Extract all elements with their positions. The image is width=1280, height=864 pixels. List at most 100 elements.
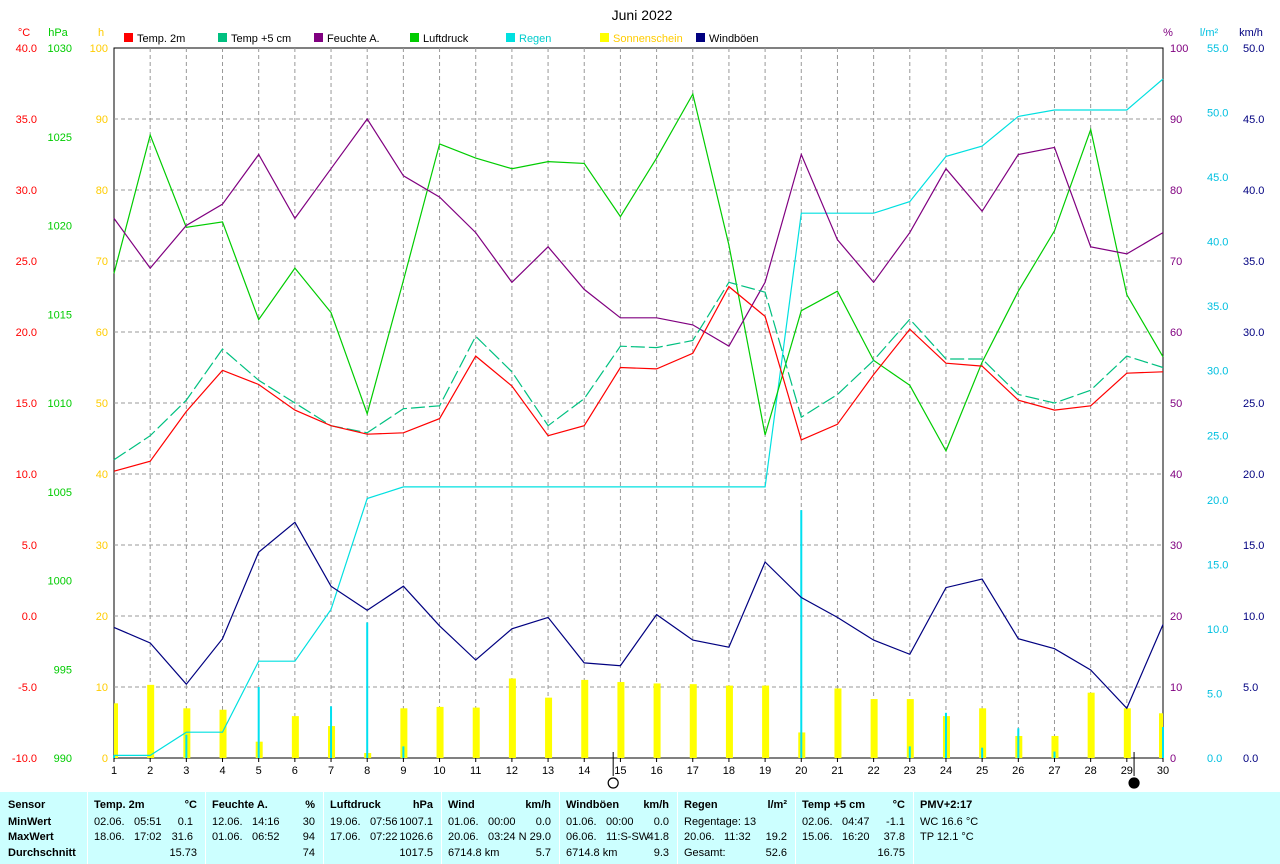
legend-swatch bbox=[600, 33, 609, 42]
rain-max-date: 20.06. bbox=[684, 831, 715, 843]
pressure-max-val: 1026.6 bbox=[399, 831, 433, 843]
pressure-max-date: 17.06. bbox=[330, 831, 361, 843]
rain-daily-bar bbox=[1162, 727, 1164, 758]
gusts-line bbox=[113, 521, 1164, 710]
temp2m-title: Temp. 2m bbox=[94, 799, 145, 811]
humidity-min-date: 12.06. bbox=[212, 816, 243, 828]
rain-tick-label: 30.0 bbox=[1207, 366, 1228, 378]
sunshine-bar bbox=[291, 716, 299, 758]
x-tick-label: 25 bbox=[976, 765, 988, 777]
pressure-unit: hPa bbox=[48, 27, 68, 39]
pressure-tick-label: 990 bbox=[54, 753, 72, 765]
x-tick-label: 4 bbox=[219, 765, 225, 777]
humidity-tick-label: 80 bbox=[1170, 185, 1182, 197]
wind-min-date: 01.06. bbox=[448, 816, 479, 828]
humidity-max-time: 06:52 bbox=[252, 831, 280, 843]
legend-label: Temp +5 cm bbox=[231, 33, 291, 45]
sunshine-bar bbox=[545, 697, 553, 758]
x-tick-label: 1 bbox=[111, 765, 117, 777]
legend-label: Windböen bbox=[709, 33, 759, 45]
x-tick-label: 28 bbox=[1085, 765, 1097, 777]
temp-tick-label: 40.0 bbox=[16, 43, 37, 55]
wind-max-date: 20.06. bbox=[448, 831, 479, 843]
chart-title: Juni 2022 bbox=[612, 7, 673, 23]
wind-avg: 5.7 bbox=[535, 847, 551, 859]
x-tick-label: 24 bbox=[940, 765, 952, 777]
wind-max-time: 03:24 bbox=[488, 831, 516, 843]
sunshine-tick-label: 80 bbox=[96, 185, 108, 197]
rain-unit: l/m² bbox=[1200, 27, 1219, 39]
rain-cumulative-line bbox=[114, 78, 1164, 757]
wind-tick-label: 5.0 bbox=[1243, 682, 1258, 694]
pressure-tick-label: 1010 bbox=[48, 398, 72, 410]
temp5-unit: °C bbox=[892, 799, 905, 811]
sunshine-bar bbox=[689, 684, 697, 758]
humidity-min-val: 30 bbox=[302, 816, 315, 828]
humidity-min-time: 14:16 bbox=[252, 816, 280, 828]
wind-tick-label: 15.0 bbox=[1243, 540, 1264, 552]
sunshine-bar bbox=[1087, 692, 1095, 758]
humidity-tick-label: 10 bbox=[1170, 682, 1182, 694]
gusts-max-val: 41.8 bbox=[647, 831, 669, 843]
temp-tick-label: 30.0 bbox=[16, 185, 37, 197]
rain-daily-bar bbox=[908, 746, 911, 758]
humidity-tick-label: 70 bbox=[1170, 256, 1182, 268]
summary-col-humidity: Feuchte A. % 12.06. 14:16 30 01.06. 06:5… bbox=[206, 792, 324, 864]
temp2m-max-time: 17:02 bbox=[134, 831, 162, 843]
rain-total-label: Gesamt: bbox=[684, 847, 726, 859]
sunshine-tick-label: 50 bbox=[96, 398, 108, 410]
humidity-tick-label: 90 bbox=[1170, 114, 1182, 126]
sunshine-tick-label: 90 bbox=[96, 114, 108, 126]
wind-tick-label: 40.0 bbox=[1243, 185, 1264, 197]
sunshine-tick-label: 40 bbox=[96, 469, 108, 481]
sunshine-bar bbox=[114, 703, 118, 758]
rain-unit: l/m² bbox=[767, 799, 787, 811]
pressure-tick-label: 1015 bbox=[48, 309, 72, 321]
x-tick-label: 12 bbox=[506, 765, 518, 777]
temp-tick-label: -10.0 bbox=[12, 753, 37, 765]
humidity-max-val: 94 bbox=[302, 831, 315, 843]
sunshine-tick-label: 10 bbox=[96, 682, 108, 694]
temp2m-max-date: 18.06. bbox=[94, 831, 125, 843]
row-label-min: MinWert bbox=[8, 816, 52, 828]
sunshine-bar bbox=[1123, 708, 1131, 758]
rain-daily-bars bbox=[113, 510, 1164, 758]
temp-tick-label: 10.0 bbox=[16, 469, 37, 481]
summary-col-pmv: PMV+2:17 WC 16.6 °C TP 12.1 °C bbox=[914, 792, 1280, 864]
legend-label: Sonnenschein bbox=[613, 33, 683, 45]
temp-unit: °C bbox=[18, 27, 30, 39]
x-tick-label: 22 bbox=[867, 765, 879, 777]
row-label-avg: Durchschnitt bbox=[8, 847, 76, 859]
series-lines bbox=[113, 78, 1164, 757]
legend-swatch bbox=[124, 33, 133, 42]
sunshine-bar bbox=[1051, 735, 1059, 758]
temp5-max-time: 16:20 bbox=[842, 831, 870, 843]
pressure-tick-label: 1000 bbox=[48, 576, 72, 588]
pmv-title: PMV+2:17 bbox=[920, 799, 973, 811]
temp5-max-val: 37.8 bbox=[883, 831, 905, 843]
temp-tick-label: 25.0 bbox=[16, 256, 37, 268]
legend-swatch bbox=[410, 33, 419, 42]
temp5-title: Temp +5 cm bbox=[802, 799, 866, 811]
pressure-tick-label: 1030 bbox=[48, 43, 72, 55]
x-tick-label: 19 bbox=[759, 765, 771, 777]
pressure-tick-label: 1005 bbox=[48, 487, 72, 499]
legend-label: Regen bbox=[519, 33, 551, 45]
gusts-title: Windböen bbox=[566, 799, 620, 811]
x-tick-label: 27 bbox=[1048, 765, 1060, 777]
x-tick-label: 5 bbox=[256, 765, 262, 777]
rain-daily-bar bbox=[1017, 728, 1020, 758]
wind-tick-label: 20.0 bbox=[1243, 469, 1264, 481]
x-tick-label: 23 bbox=[904, 765, 916, 777]
summary-col-pressure: Luftdruck hPa 19.06. 07:56 1007.1 17.06.… bbox=[324, 792, 442, 864]
gusts-distance: 6714.8 km bbox=[566, 847, 618, 859]
rain-tick-label: 15.0 bbox=[1207, 559, 1228, 571]
legend-label: Temp. 2m bbox=[137, 33, 185, 45]
sunshine-bar bbox=[581, 679, 589, 758]
humidity-tick-label: 0 bbox=[1170, 753, 1176, 765]
chart-axes: -10.0-5.00.05.010.015.020.025.030.035.04… bbox=[12, 27, 1265, 777]
temp-tick-label: 0.0 bbox=[22, 611, 37, 623]
summary-col-gusts: Windböen km/h 01.06. 00:00 0.0 06.06. 11… bbox=[560, 792, 678, 864]
sunshine-bar bbox=[183, 708, 191, 758]
rain-tick-label: 0.0 bbox=[1207, 753, 1222, 765]
